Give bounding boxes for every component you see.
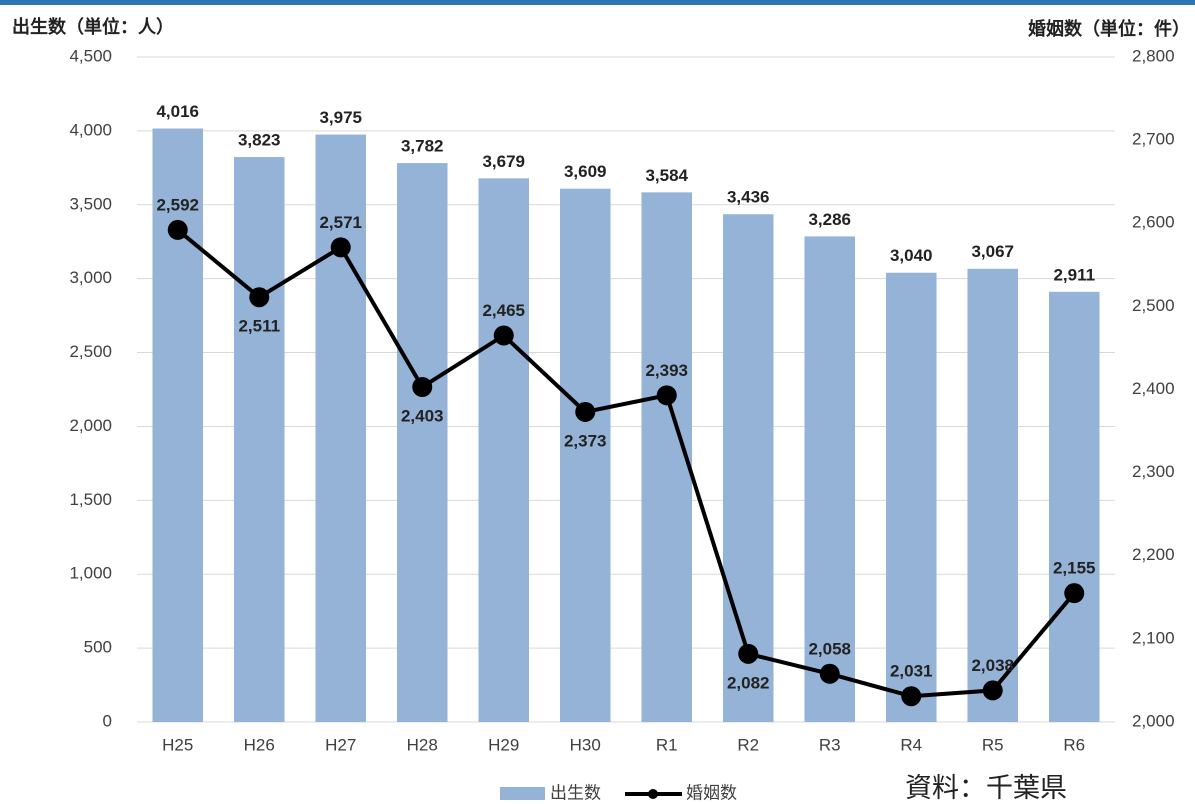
bar	[885, 272, 937, 722]
line-marker	[575, 401, 596, 422]
bar-value-label: 3,067	[971, 242, 1014, 261]
top-band	[0, 0, 1195, 5]
bar	[396, 163, 448, 723]
x-tick-label: H26	[244, 735, 275, 754]
legend-label: 出生数	[550, 783, 601, 802]
line-value-label: 2,465	[482, 301, 525, 320]
y2-tick-label: 2,200	[1132, 545, 1175, 564]
bar	[233, 157, 285, 723]
y2-tick-label: 2,700	[1132, 130, 1175, 149]
line-value-label: 2,155	[1053, 559, 1096, 578]
bar	[967, 268, 1019, 722]
y2-tick-label: 2,000	[1132, 711, 1175, 730]
bar-value-label: 3,286	[808, 210, 851, 229]
bar	[315, 134, 367, 723]
y-tick-label: 0	[103, 711, 112, 730]
bar	[559, 188, 611, 723]
y-axis-title: 出生数（単位：人）	[12, 16, 174, 37]
line-marker	[249, 287, 270, 308]
x-tick-label: H28	[407, 735, 438, 754]
x-tick-label: R3	[819, 735, 841, 754]
bar	[804, 236, 856, 722]
line-marker	[167, 219, 188, 240]
line-marker	[982, 680, 1003, 701]
x-tick-label: R4	[900, 735, 922, 754]
x-tick-label: R5	[982, 735, 1004, 754]
y-tick-label: 1,000	[69, 564, 112, 583]
line-marker	[412, 377, 433, 398]
bar-value-label: 3,040	[890, 246, 933, 265]
bar-value-label: 3,975	[319, 108, 362, 127]
y2-tick-label: 2,100	[1132, 628, 1175, 647]
y2-tick-label: 2,300	[1132, 462, 1175, 481]
line-value-label: 2,592	[156, 195, 199, 214]
bar-value-label: 3,823	[238, 131, 281, 150]
x-tick-label: R1	[656, 735, 678, 754]
x-tick-label: R2	[737, 735, 759, 754]
y-tick-label: 2,000	[69, 416, 112, 435]
y2-axis-title: 婚姻数（単位：件）	[1028, 18, 1190, 39]
y-tick-label: 3,000	[69, 268, 112, 287]
bar-value-label: 3,436	[727, 188, 770, 207]
line-value-label: 2,038	[971, 656, 1014, 675]
legend-swatch	[648, 789, 658, 799]
line-value-label: 2,058	[808, 639, 851, 658]
bar-value-label: 3,679	[482, 152, 525, 171]
bar-value-label: 3,609	[564, 162, 607, 181]
y-tick-label: 500	[84, 638, 112, 657]
x-tick-label: R6	[1063, 735, 1085, 754]
x-tick-label: H29	[488, 735, 519, 754]
y2-tick-label: 2,500	[1132, 296, 1175, 315]
line-marker	[819, 663, 840, 684]
x-tick-label: H30	[570, 735, 601, 754]
line-value-label: 2,031	[890, 662, 933, 681]
line-marker	[1064, 583, 1085, 604]
legend-label: 婚姻数	[686, 783, 737, 802]
line-marker	[656, 385, 677, 406]
line-value-label: 2,393	[645, 361, 688, 380]
legend-swatch	[500, 787, 545, 800]
bar-value-label: 3,782	[401, 137, 444, 156]
bar	[641, 192, 693, 722]
line-value-label: 2,511	[238, 317, 280, 336]
bar	[478, 178, 530, 722]
y2-tick-label: 2,800	[1132, 46, 1175, 65]
bar	[1048, 291, 1100, 722]
y-tick-label: 3,500	[69, 194, 112, 213]
line-marker	[493, 325, 514, 346]
y-tick-label: 4,000	[69, 120, 112, 139]
bar-value-label: 3,584	[645, 166, 688, 185]
bar-value-label: 4,016	[156, 102, 199, 121]
x-tick-label: H27	[325, 735, 356, 754]
y-tick-label: 4,500	[69, 46, 112, 65]
line-value-label: 2,403	[401, 406, 444, 425]
line-marker	[330, 237, 351, 258]
y2-tick-label: 2,400	[1132, 379, 1175, 398]
line-marker	[901, 686, 922, 707]
y-tick-label: 2,500	[69, 342, 112, 361]
y-tick-label: 1,500	[69, 490, 112, 509]
line-value-label: 2,373	[564, 431, 607, 450]
bar	[152, 128, 204, 723]
source: 資料：千葉県	[905, 773, 1067, 803]
y2-tick-label: 2,600	[1132, 213, 1175, 232]
bar	[722, 214, 774, 723]
bar-value-label: 2,911	[1053, 265, 1095, 284]
x-tick-label: H25	[162, 735, 193, 754]
line-value-label: 2,082	[727, 673, 770, 692]
line-marker	[738, 643, 759, 664]
line	[176, 228, 1076, 699]
line-value-label: 2,571	[319, 213, 362, 232]
